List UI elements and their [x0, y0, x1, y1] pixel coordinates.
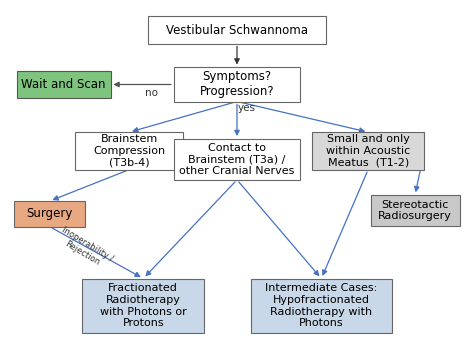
Text: Contact to
Brainstem (T3a) /
other Cranial Nerves: Contact to Brainstem (T3a) / other Crani… — [179, 143, 295, 176]
FancyBboxPatch shape — [15, 201, 85, 227]
Text: Inoperability /
Rejection: Inoperability / Rejection — [55, 226, 115, 273]
Text: Surgery: Surgery — [27, 207, 73, 220]
Text: Vestibular Schwannoma: Vestibular Schwannoma — [166, 24, 308, 37]
Text: Small and only
within Acoustic
Meatus  (T1-2): Small and only within Acoustic Meatus (T… — [326, 134, 410, 167]
Text: Intermediate Cases:
Hypofractionated
Radiotherapy with
Photons: Intermediate Cases: Hypofractionated Rad… — [265, 283, 377, 328]
Text: no: no — [145, 88, 158, 98]
FancyBboxPatch shape — [17, 71, 110, 98]
FancyBboxPatch shape — [371, 195, 459, 226]
FancyBboxPatch shape — [148, 16, 326, 44]
FancyBboxPatch shape — [75, 132, 183, 170]
FancyBboxPatch shape — [312, 132, 424, 170]
Text: yes: yes — [237, 103, 255, 113]
FancyBboxPatch shape — [251, 279, 392, 333]
Text: Symptoms?
Progression?: Symptoms? Progression? — [200, 71, 274, 99]
Text: Brainstem
Compression
(T3b-4): Brainstem Compression (T3b-4) — [93, 134, 165, 167]
Text: Stereotactic
Radiosurgery: Stereotactic Radiosurgery — [378, 200, 452, 221]
FancyBboxPatch shape — [82, 279, 204, 333]
Text: Wait and Scan: Wait and Scan — [21, 78, 106, 91]
FancyBboxPatch shape — [174, 139, 300, 180]
FancyBboxPatch shape — [174, 67, 300, 101]
Text: Fractionated
Radiotherapy
with Photons or
Protons: Fractionated Radiotherapy with Photons o… — [100, 283, 187, 328]
